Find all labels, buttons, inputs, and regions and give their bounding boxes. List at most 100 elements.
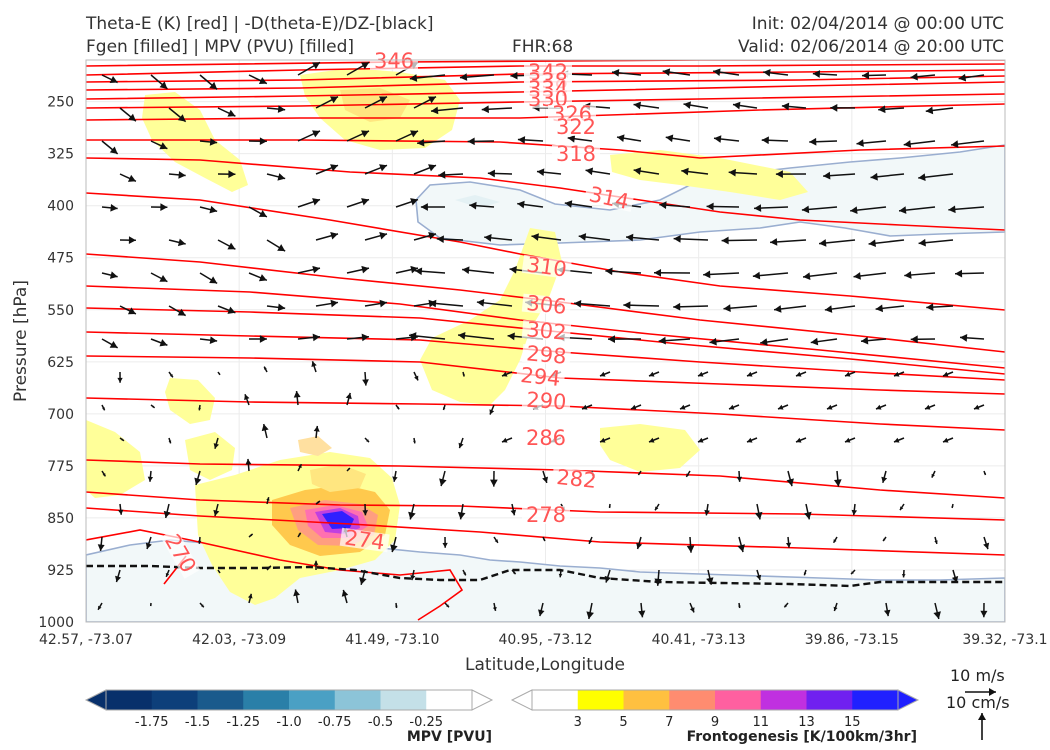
wind-vector xyxy=(297,61,321,76)
wind-vector xyxy=(297,130,321,142)
wind-vector xyxy=(313,560,319,571)
wind-vector xyxy=(248,272,268,282)
y-tick-label: 775 xyxy=(47,459,74,475)
colorbar-arrow-right xyxy=(471,689,494,711)
wind-vector xyxy=(417,138,446,147)
colorbar-swatch xyxy=(106,690,153,710)
theta-e-contour-330 xyxy=(86,81,1005,100)
wind-vector xyxy=(244,393,250,406)
wind-vector xyxy=(266,303,286,312)
wind-vector xyxy=(738,602,741,609)
wind-vector xyxy=(311,361,317,373)
wind-vector xyxy=(844,437,856,443)
wind-vector xyxy=(648,437,660,443)
fgen-fill-15 xyxy=(310,464,366,492)
wind-vector xyxy=(728,168,758,177)
wind-vector xyxy=(501,437,513,443)
wind-vector xyxy=(585,167,611,176)
wind-vector xyxy=(492,602,497,612)
wind-vector xyxy=(413,232,437,241)
wind-vector xyxy=(364,96,388,109)
wind-vector xyxy=(882,536,887,542)
wind-vector xyxy=(119,305,137,315)
wind-vector xyxy=(266,497,270,505)
wind-vector xyxy=(746,371,758,377)
wind-vector xyxy=(531,233,562,241)
wind-vector xyxy=(802,272,838,280)
wind-vector xyxy=(168,107,187,123)
wind-vector xyxy=(709,337,740,346)
fgen-fill-7 xyxy=(86,420,145,498)
colorbar-tick-label: 9 xyxy=(711,715,719,730)
wind-vector xyxy=(737,536,745,553)
contour-labels: 3463423383343303263223183143103063022982… xyxy=(160,49,635,579)
theta-e-contour-346 xyxy=(86,60,1005,67)
wind-vector xyxy=(770,238,807,246)
wind-vector xyxy=(261,423,269,439)
wind-vector xyxy=(408,503,416,520)
y-tick-label: 700 xyxy=(47,407,74,423)
wind-vector xyxy=(786,470,794,487)
x-tick-label: 39.86, -73.15 xyxy=(805,632,899,648)
wind-vector xyxy=(681,167,709,176)
wind-vector xyxy=(898,206,936,214)
wind-vector xyxy=(801,205,838,214)
wind-vector xyxy=(706,569,714,585)
wind-vector xyxy=(395,198,419,208)
wind-vector xyxy=(409,74,446,82)
wind-vector xyxy=(101,470,107,477)
wind-vector xyxy=(558,569,563,578)
theta-e-label-286: 286 xyxy=(526,426,566,450)
wind-vector xyxy=(752,271,789,280)
wind-vector xyxy=(248,206,268,218)
wind-vector xyxy=(980,602,988,618)
wind-vector xyxy=(119,107,137,122)
contour-label-bg xyxy=(521,293,572,317)
wind-vector xyxy=(713,135,740,143)
wind-vector xyxy=(564,200,593,208)
title-left-2: Fgen [filled] | MPV (PVU) [filled] xyxy=(86,37,355,57)
wind-vector xyxy=(951,503,954,509)
mpv-fill-upper-inner xyxy=(455,195,500,208)
wind-vector xyxy=(754,503,763,520)
fgen-colorbar-title: Frontogenesis [K/100km/3hr] xyxy=(687,729,917,745)
wind-vector xyxy=(875,404,887,410)
wind-vector xyxy=(567,134,593,143)
wind-vector xyxy=(168,238,186,247)
wind-vector xyxy=(469,201,495,210)
wind-vector xyxy=(573,299,611,308)
wind-vector xyxy=(833,602,838,612)
wind-vector xyxy=(145,536,152,550)
wind-vector xyxy=(588,536,593,545)
wind-vector xyxy=(830,103,856,112)
colorbar-tick-label: 3 xyxy=(574,715,582,730)
wind-vector xyxy=(315,299,339,308)
wind-vector xyxy=(346,130,370,142)
wind-vector xyxy=(951,569,959,583)
wind-vector xyxy=(150,272,168,283)
wind-vector xyxy=(413,371,419,381)
wind-vector xyxy=(538,602,545,617)
wind-vector xyxy=(983,536,990,550)
colorbar-swatch xyxy=(243,690,290,710)
colorbar-tick-label: -0.25 xyxy=(409,715,443,730)
colorbar-frame xyxy=(105,689,473,711)
wind-vector xyxy=(648,371,660,377)
ref-vector-horizontal-label: 10 m/s xyxy=(950,666,1005,685)
wind-vector xyxy=(101,271,118,279)
wind-vector xyxy=(673,235,709,243)
wind-vector xyxy=(297,198,321,208)
wind-vector xyxy=(217,569,221,574)
wind-vector xyxy=(901,569,906,578)
wind-vector xyxy=(795,371,807,377)
wind-vector xyxy=(925,106,954,115)
wind-vector xyxy=(918,173,954,182)
wind-vector xyxy=(581,404,593,410)
wind-vector xyxy=(625,233,660,242)
wind-vector xyxy=(346,198,370,208)
wind-vector xyxy=(297,532,302,538)
theta-e-contour-342 xyxy=(86,63,1005,76)
wind-vector xyxy=(875,304,905,313)
wind-vector xyxy=(217,239,236,250)
wind-vector xyxy=(685,470,691,478)
